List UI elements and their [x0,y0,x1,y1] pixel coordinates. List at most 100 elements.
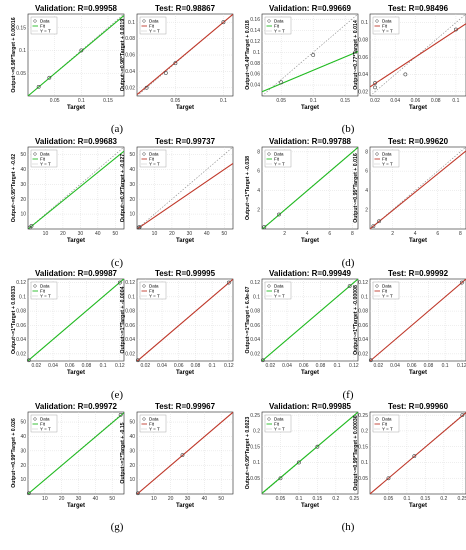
y-tick-label: 0.06 [358,55,368,61]
x-tick-label: 0.12 [349,363,359,369]
legend-box [372,414,400,433]
x-tick-label: 50 [221,231,227,237]
chart-title: Test: R=0.99995 [155,269,216,278]
data-point [135,358,140,363]
data-point [386,476,391,481]
legend-identity-label: Y = T [274,294,285,299]
chart-panel-4: Test: R=0.98496 0.02 0.04 0.06 0.08 0.1 0.02 0.… [353,4,466,111]
y-tick-label: 0.04 [358,337,368,343]
x-tick-label: 4 [414,231,417,237]
chart-panel-11: Validation: R=0.99949 0.02 0.04 0.06 0.08 0.1… [245,269,359,376]
y-tick-label: 30 [129,182,135,188]
x-tick-label: 0.04 [48,363,58,369]
chart-panel-3: Validation: R=0.99669 0.05 0.1 0.15 0.04 0.06… [245,4,359,111]
chart-title: Validation: R=0.99958 [35,4,118,13]
chart-panel-5: Validation: R=0.99683 10 20 30 40 50 10 20 30 40 5… [11,137,125,244]
y-tick-label: 10 [20,212,26,218]
legend-identity-label: Y = T [274,162,285,167]
y-tick-label: 0.1 [128,20,135,26]
x-tick-label: 40 [95,231,101,237]
legend-data-marker [33,417,37,421]
y-tick-label: 0.04 [250,83,260,89]
x-tick-label: 0.05 [384,496,394,502]
y-tick-label: 0.15 [250,444,260,450]
y-tick-label: 0.06 [125,323,135,329]
y-tick-label: 20 [129,197,135,203]
y-tick-label: 0.05 [16,71,26,77]
x-axis-label: Target [67,503,85,509]
legend-box [139,281,167,300]
legend-data-marker [142,19,146,23]
data-point [377,219,381,224]
legend-fit-label: Fit [149,422,155,427]
data-point [36,84,41,89]
y-tick-label: 0.05 [250,476,260,482]
y-tick-label: 50 [20,420,26,426]
y-tick-label: 0.04 [358,72,368,78]
data-point [373,85,377,90]
x-tick-label: 0.12 [115,363,125,369]
data-point [277,212,281,217]
y-tick-label: 30 [129,448,135,454]
x-axis-label: Target [176,370,194,376]
x-tick-label: 0.08 [82,363,92,369]
identity-line [136,146,234,230]
x-tick-label: 0.06 [407,363,417,369]
chart-title: Test: R=0.99992 [388,269,449,278]
fit-line [137,162,233,229]
x-tick-label: 0.15 [421,496,431,502]
legend-data-label: Data [274,417,284,422]
x-tick-label: 0.04 [390,98,400,104]
data-point [180,453,185,458]
legend-fit-label: Fit [40,289,46,294]
x-tick-label: 0.12 [457,363,466,369]
x-axis-label: Target [409,105,427,111]
y-axis-label: Output~=1*Target + -0.038 [245,156,251,220]
x-axis-label: Target [409,238,427,244]
y-tick-label: 0.1 [19,48,26,54]
x-tick-label: 20 [168,496,174,502]
y-tick-label: 8 [365,149,368,155]
x-axis-label: Target [409,503,427,509]
data-point [137,225,142,229]
y-tick-label: 0.25 [250,413,260,419]
chart-title: Validation: R=0.99788 [269,137,352,146]
y-tick-label: 50 [129,420,135,426]
y-tick-label: 2 [365,207,368,213]
y-tick-label: 0.08 [16,309,26,315]
legend-data-label: Data [382,19,392,24]
chart-panel-12: Test: R=0.99992 0.02 0.04 0.06 0.08 0.1 0.12 0.… [353,269,466,376]
data-point [26,491,31,496]
legend-box [264,16,292,35]
legend-data-marker [267,284,271,288]
chart-title: Validation: R=0.99987 [35,269,118,278]
x-tick-label: 0.05 [50,98,60,104]
x-tick-label: 0.1 [295,496,302,502]
legend-data-label: Data [382,284,392,289]
y-axis-label: Output~=1*Target + 0.00033 [11,286,17,354]
y-tick-label: 0.02 [250,351,260,357]
y-axis-label: Output~=0.99*Target + 0.026 [11,418,17,488]
data-point [26,358,31,363]
chart-panel-9: Validation: R=0.99987 0.02 0.04 0.06 0.08 0.1… [11,269,125,376]
y-tick-label: 0.02 [358,351,368,357]
fit-line [370,279,466,361]
x-tick-label: 10 [152,231,158,237]
legend-box [139,16,167,35]
y-tick-label: 20 [20,463,26,469]
data-point [262,225,267,229]
chart-panel-10: Test: R=0.99995 0.02 0.04 0.06 0.08 0.1 0.12 0.… [120,269,234,376]
fit-line [370,150,466,229]
legend-identity-label: Y = T [382,29,393,34]
y-tick-label: 0.12 [250,39,260,45]
x-axis-label: Target [301,503,319,509]
y-axis-label: Output~=1*Target + 6.9e-07 [245,286,251,353]
legend-data-label: Data [274,152,284,157]
y-tick-label: 0.05 [358,476,368,482]
x-axis-label: Target [176,503,194,509]
x-tick-label: 0.25 [457,496,466,502]
legend-box [30,16,58,35]
chart-title: Test: R=0.99620 [388,137,449,146]
legend-box [372,281,400,300]
legend-data-marker [33,284,37,288]
